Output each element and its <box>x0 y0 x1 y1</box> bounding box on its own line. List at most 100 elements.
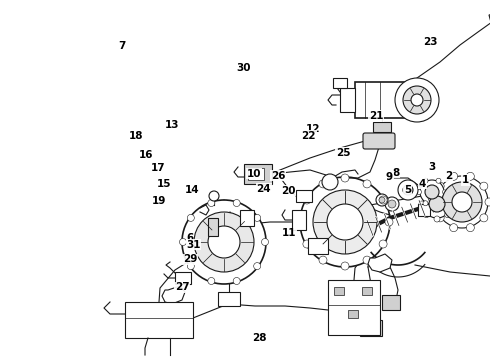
Circle shape <box>416 189 421 194</box>
Circle shape <box>423 178 428 183</box>
Text: 24: 24 <box>256 184 271 194</box>
Circle shape <box>327 204 363 240</box>
Bar <box>360 320 382 336</box>
Text: 26: 26 <box>271 171 286 181</box>
Text: 9: 9 <box>386 172 393 182</box>
Text: 12: 12 <box>305 124 320 134</box>
Circle shape <box>466 224 474 232</box>
Text: 23: 23 <box>423 37 438 48</box>
Bar <box>292 210 306 230</box>
Circle shape <box>379 197 385 203</box>
Circle shape <box>480 214 488 222</box>
Circle shape <box>254 215 261 221</box>
Circle shape <box>403 86 431 114</box>
Circle shape <box>411 94 423 106</box>
Circle shape <box>379 240 387 248</box>
Circle shape <box>182 200 266 284</box>
Circle shape <box>297 218 305 226</box>
Text: 7: 7 <box>118 41 125 51</box>
Circle shape <box>262 238 269 246</box>
Circle shape <box>341 262 349 270</box>
Circle shape <box>436 178 441 183</box>
Circle shape <box>388 200 396 208</box>
Bar <box>340 88 355 112</box>
Circle shape <box>442 189 447 194</box>
Text: 3: 3 <box>429 162 436 172</box>
Polygon shape <box>162 286 185 304</box>
Text: 6: 6 <box>187 233 194 243</box>
Bar <box>333 78 347 88</box>
FancyBboxPatch shape <box>363 133 395 149</box>
Circle shape <box>434 186 440 192</box>
Circle shape <box>480 182 488 190</box>
Circle shape <box>233 199 240 207</box>
Bar <box>240 210 254 226</box>
Circle shape <box>436 182 444 190</box>
Circle shape <box>444 212 451 217</box>
Circle shape <box>436 201 441 206</box>
Text: 14: 14 <box>185 185 199 195</box>
Bar <box>125 302 193 338</box>
Polygon shape <box>368 254 392 272</box>
Text: 18: 18 <box>129 131 144 141</box>
Circle shape <box>436 176 488 228</box>
Circle shape <box>376 194 388 206</box>
Bar <box>382 295 400 310</box>
Circle shape <box>385 197 399 211</box>
Circle shape <box>187 262 195 270</box>
Text: 21: 21 <box>369 111 384 121</box>
Circle shape <box>450 172 458 180</box>
Text: 5: 5 <box>404 185 411 195</box>
Circle shape <box>485 198 490 206</box>
Circle shape <box>398 180 418 200</box>
Circle shape <box>436 214 444 222</box>
Text: 30: 30 <box>237 63 251 73</box>
Bar <box>244 164 272 184</box>
Bar <box>373 122 391 132</box>
Circle shape <box>385 218 393 226</box>
Circle shape <box>319 180 327 188</box>
Circle shape <box>341 174 349 182</box>
Bar <box>418 204 430 216</box>
Text: 1: 1 <box>462 175 469 185</box>
Circle shape <box>208 199 215 207</box>
Text: 2: 2 <box>445 171 452 181</box>
Circle shape <box>303 196 311 204</box>
Circle shape <box>395 78 439 122</box>
Circle shape <box>254 262 261 270</box>
Circle shape <box>233 278 240 284</box>
Circle shape <box>363 180 371 188</box>
Circle shape <box>179 238 187 246</box>
Circle shape <box>313 190 377 254</box>
Text: 13: 13 <box>165 120 180 130</box>
Circle shape <box>379 196 387 204</box>
Circle shape <box>194 212 254 272</box>
Circle shape <box>429 196 445 212</box>
Text: 8: 8 <box>392 168 399 178</box>
Bar <box>308 238 328 254</box>
Text: 20: 20 <box>281 186 295 196</box>
Circle shape <box>423 190 429 197</box>
Circle shape <box>423 212 429 217</box>
Circle shape <box>322 174 338 190</box>
Text: 27: 27 <box>175 282 190 292</box>
Circle shape <box>434 216 440 222</box>
Bar <box>334 287 344 295</box>
Text: 28: 28 <box>252 333 267 343</box>
Bar <box>218 292 240 306</box>
Bar <box>248 168 264 180</box>
Bar <box>355 82 417 118</box>
Text: 15: 15 <box>157 179 172 189</box>
Circle shape <box>208 278 215 284</box>
Text: 22: 22 <box>301 131 316 141</box>
Text: 16: 16 <box>139 150 153 160</box>
Circle shape <box>300 177 390 267</box>
Text: 19: 19 <box>152 196 167 206</box>
Bar <box>362 287 372 295</box>
Bar <box>175 272 191 284</box>
Text: 10: 10 <box>246 168 261 179</box>
Circle shape <box>420 180 444 204</box>
Circle shape <box>450 224 458 232</box>
Text: 29: 29 <box>183 254 197 264</box>
Circle shape <box>419 201 425 207</box>
